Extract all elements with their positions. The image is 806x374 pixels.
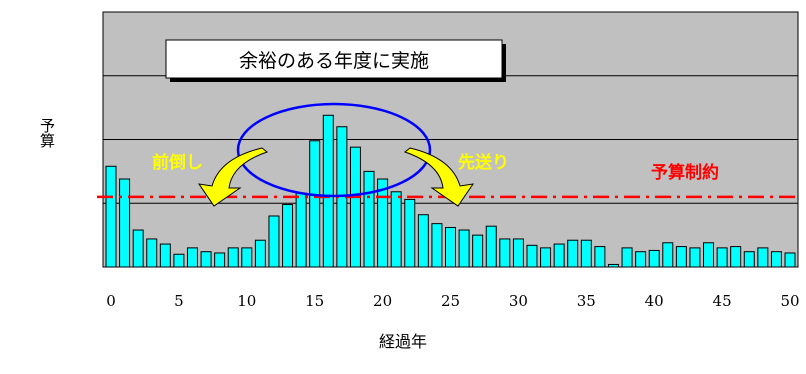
bar <box>390 191 402 268</box>
right-arrow-label: 先送り <box>458 152 509 173</box>
bar <box>349 146 361 268</box>
bar <box>214 252 226 268</box>
bar <box>159 243 171 268</box>
x-tick-label: 10 <box>237 292 256 310</box>
bar <box>540 247 552 268</box>
x-tick-label: 30 <box>509 292 528 310</box>
y-axis-label: 予算 <box>38 118 56 148</box>
bar <box>200 251 212 268</box>
annotation-box-text: 余裕のある年度に実施 <box>239 50 429 72</box>
bar <box>472 234 484 268</box>
bar <box>445 226 456 268</box>
budget-limit-label: 予算制約 <box>651 162 719 183</box>
x-axis-label: 経過年 <box>378 332 427 351</box>
right-arrow-icon <box>403 147 475 207</box>
bar <box>662 242 674 268</box>
bar <box>295 192 307 268</box>
bar <box>621 247 633 268</box>
bar <box>254 239 266 268</box>
x-tick-label: 50 <box>780 292 799 310</box>
bar <box>716 247 728 268</box>
x-tick-label: 20 <box>373 292 392 310</box>
bar <box>743 251 755 268</box>
bar <box>757 247 769 268</box>
bar <box>186 247 198 268</box>
x-tick-label: 5 <box>174 292 184 310</box>
bar <box>784 252 796 268</box>
bar <box>458 229 470 268</box>
x-ticks: 0 5 10 15 20 25 30 35 40 45 50 <box>106 292 799 310</box>
bar <box>512 238 524 268</box>
bar <box>485 225 497 268</box>
bar <box>227 247 239 268</box>
bar <box>675 246 687 268</box>
bar <box>703 242 715 268</box>
bar <box>499 238 511 268</box>
left-arrow-label: 前倒し <box>152 152 203 173</box>
x-tick-label: 35 <box>577 292 596 310</box>
plot-frame <box>102 11 799 268</box>
bar <box>363 170 375 268</box>
bar <box>377 178 389 268</box>
bar <box>268 215 280 268</box>
bar <box>770 251 782 268</box>
x-tick-label: 40 <box>645 292 664 310</box>
bar <box>594 246 606 268</box>
bar <box>580 239 592 268</box>
bar <box>417 214 429 268</box>
bar <box>635 251 647 268</box>
bar <box>119 178 131 268</box>
bar <box>730 246 742 268</box>
x-tick-label: 0 <box>106 292 116 310</box>
x-tick-label: 15 <box>305 292 324 310</box>
bar <box>309 140 321 268</box>
bar <box>282 204 294 268</box>
bar <box>404 198 416 268</box>
bar <box>322 114 334 268</box>
annotation-box: 余裕のある年度に実施 <box>165 39 506 82</box>
bar <box>146 238 158 268</box>
bar <box>648 249 660 268</box>
bar <box>431 223 443 268</box>
bar <box>173 253 185 268</box>
x-tick-label: 25 <box>441 292 460 310</box>
left-arrow-icon <box>197 147 269 207</box>
bar <box>105 165 117 268</box>
bar <box>132 229 144 268</box>
focus-ellipse <box>236 102 432 198</box>
bar <box>526 244 538 268</box>
bar <box>689 247 701 268</box>
bar <box>241 247 253 268</box>
bar <box>567 239 579 268</box>
bar <box>553 243 565 268</box>
x-tick-label: 45 <box>713 292 732 310</box>
